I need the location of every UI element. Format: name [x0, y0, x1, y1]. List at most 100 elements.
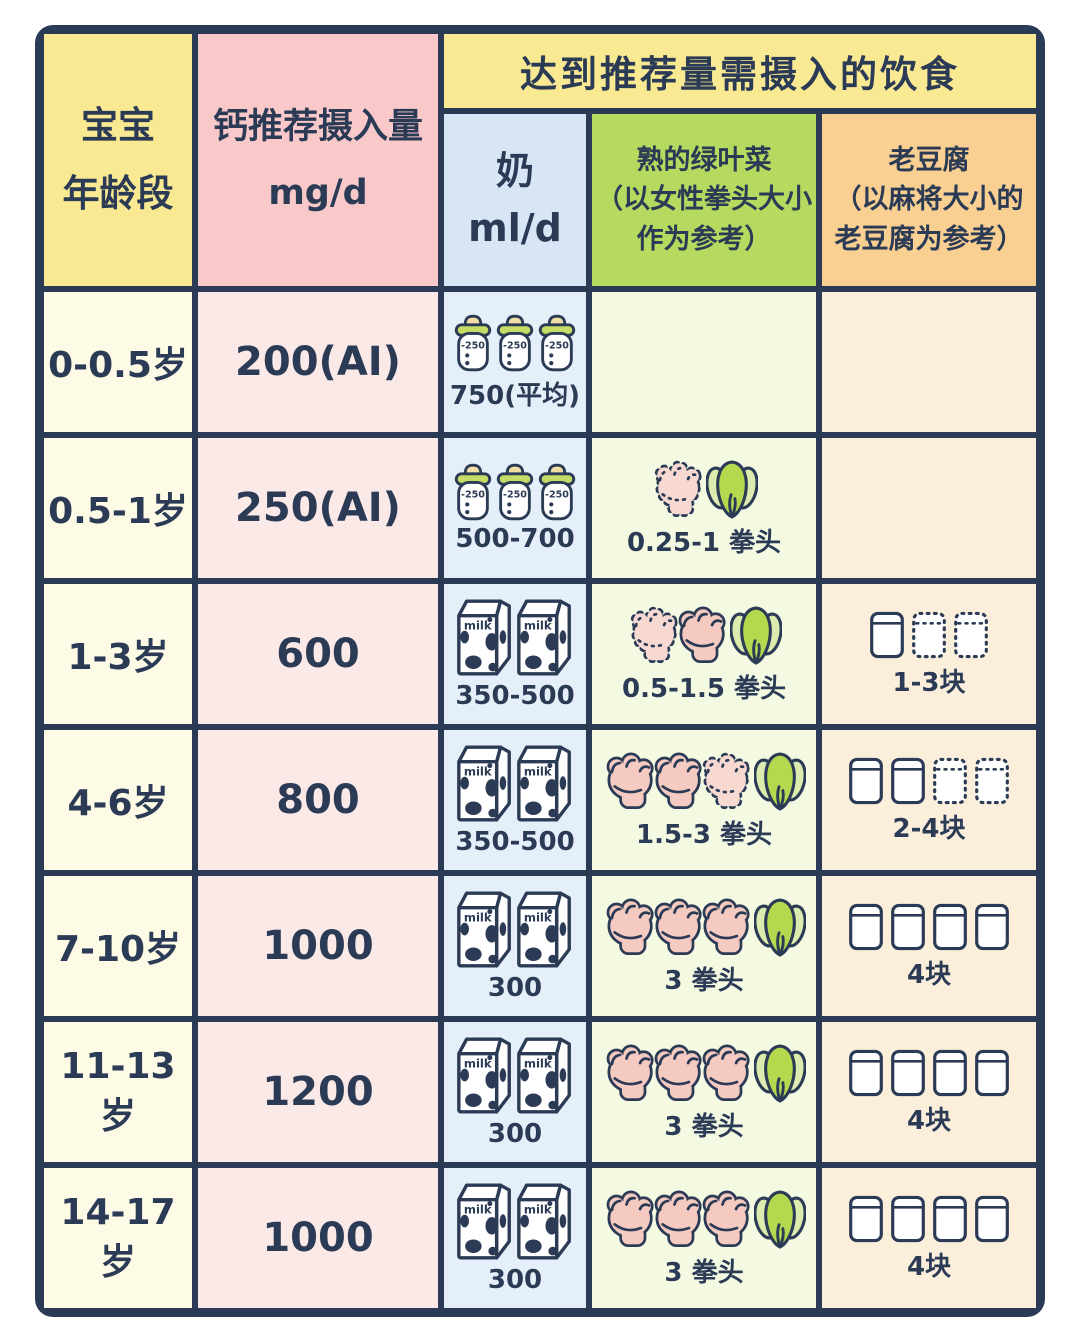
calcium-cell: 1200	[198, 1022, 438, 1162]
fist-icon	[702, 898, 750, 955]
greens-icons	[606, 896, 806, 958]
milk-amount-label: 500-700	[455, 524, 575, 554]
tofu-cell: 1-3块	[822, 584, 1036, 724]
header-milk-column: 奶 ml/d	[444, 114, 586, 286]
milk-icons: milk milk	[455, 1181, 575, 1263]
milk-cell: milk milk 300	[444, 1022, 586, 1162]
tofu-block-dashed-icon	[975, 757, 1009, 804]
lettuce-icon	[705, 459, 758, 519]
fist-dashed-icon	[630, 606, 678, 663]
tofu-icons	[866, 610, 992, 660]
lettuce-icon	[729, 605, 782, 665]
header-greens-line1: 熟的绿叶菜	[636, 145, 772, 177]
svg-text:milk: milk	[524, 1202, 552, 1216]
header-tofu-line2: （以麻将大小的	[834, 184, 1024, 216]
header-milk-unit: ml/d	[468, 206, 562, 250]
tofu-cell	[822, 438, 1036, 578]
milk-amount-label: 300	[487, 1119, 543, 1149]
header-milk-line1: 奶	[495, 149, 534, 193]
milk-cell: -250 -250 -250 750(平均)	[444, 292, 586, 432]
header-age-line2: 年龄段	[62, 172, 174, 215]
baby-bottle-icon: -250	[538, 314, 576, 371]
greens-cell: 0.5-1.5 拳头	[592, 584, 816, 724]
greens-amount-label: 3 拳头	[664, 1111, 744, 1142]
tofu-block-icon	[849, 903, 883, 950]
tofu-block-icon	[849, 1049, 883, 1096]
svg-text:milk: milk	[524, 910, 552, 924]
milk-amount-label: 750(平均)	[449, 380, 581, 411]
tofu-block-icon	[933, 1195, 967, 1242]
tofu-amount-label: 1-3块	[892, 667, 966, 698]
svg-text:milk: milk	[524, 618, 552, 632]
calcium-cell: 1000	[198, 1168, 438, 1308]
greens-icons	[606, 1042, 806, 1104]
calcium-cell: 600	[198, 584, 438, 724]
svg-text:milk: milk	[464, 910, 492, 924]
tofu-block-dashed-icon	[954, 611, 988, 658]
svg-text:-250: -250	[545, 490, 569, 501]
milk-carton-icon: milk	[457, 891, 511, 968]
milk-amount-label: 350-500	[455, 827, 575, 857]
milk-icons: milk milk	[455, 743, 575, 825]
greens-amount-label: 1.5-3 拳头	[636, 819, 772, 850]
greens-cell: 3 拳头	[592, 1022, 816, 1162]
calcium-cell: 200(AI)	[198, 292, 438, 432]
tofu-cell	[822, 292, 1036, 432]
header-greens-line3: 作为参考）	[636, 223, 772, 255]
header-greens-line2: （以女性拳头大小	[596, 184, 812, 216]
milk-carton-icon: milk	[517, 1037, 571, 1114]
tofu-block-dashed-icon	[933, 757, 967, 804]
tofu-block-icon	[849, 757, 883, 804]
greens-icons	[606, 750, 806, 812]
fist-icon	[654, 1190, 702, 1247]
fist-icon	[654, 1044, 702, 1101]
calcium-intake-table: 宝宝 年龄段 钙推荐摄入量 mg/d 达到推荐量需摄入的饮食 奶 ml/d 熟的…	[35, 25, 1045, 1317]
milk-cell: milk milk 300	[444, 876, 586, 1016]
header-age-column: 宝宝 年龄段	[44, 34, 192, 286]
calcium-cell: 800	[198, 730, 438, 870]
milk-amount-label: 300	[487, 973, 543, 1003]
greens-amount-label: 0.5-1.5 拳头	[622, 673, 786, 704]
fist-icon	[702, 1190, 750, 1247]
fist-dashed-icon	[654, 460, 702, 517]
milk-carton-icon: milk	[457, 599, 511, 676]
tofu-icons	[845, 1048, 1013, 1098]
lettuce-icon	[753, 897, 806, 957]
milk-carton-icon: milk	[517, 599, 571, 676]
header-calcium-unit: mg/d	[268, 173, 368, 213]
age-cell: 7-10岁	[44, 876, 192, 1016]
svg-text:-250: -250	[503, 490, 527, 501]
header-calcium-line1: 钙推荐摄入量	[212, 106, 423, 147]
greens-icons	[606, 1188, 806, 1250]
milk-carton-icon: milk	[517, 745, 571, 822]
milk-carton-icon: milk	[457, 1037, 511, 1114]
greens-cell: 0.25-1 拳头	[592, 438, 816, 578]
svg-text:-250: -250	[503, 340, 527, 351]
fist-icon	[606, 1190, 654, 1247]
milk-icons: -250 -250 -250	[452, 462, 578, 522]
tofu-block-icon	[975, 1049, 1009, 1096]
tofu-block-icon	[870, 611, 904, 658]
tofu-amount-label: 4块	[906, 959, 952, 990]
svg-text:milk: milk	[464, 764, 492, 778]
milk-cell: -250 -250 -250 500-700	[444, 438, 586, 578]
svg-text:milk: milk	[464, 1056, 492, 1070]
header-tofu-column: 老豆腐 （以麻将大小的 老豆腐为参考）	[822, 114, 1036, 286]
header-tofu-line3: 老豆腐为参考）	[834, 223, 1024, 255]
baby-bottle-icon: -250	[496, 314, 534, 371]
fist-icon	[654, 898, 702, 955]
tofu-icons	[845, 756, 1013, 806]
tofu-block-icon	[975, 1195, 1009, 1242]
fist-icon	[678, 606, 726, 663]
greens-amount-label: 0.25-1 拳头	[626, 527, 782, 558]
tofu-block-dashed-icon	[912, 611, 946, 658]
greens-cell: 3 拳头	[592, 876, 816, 1016]
tofu-icons	[845, 1194, 1013, 1244]
tofu-cell: 4块	[822, 1168, 1036, 1308]
fist-icon	[606, 898, 654, 955]
calcium-cell: 1000	[198, 876, 438, 1016]
svg-text:-250: -250	[461, 490, 485, 501]
tofu-amount-label: 2-4块	[892, 813, 966, 844]
baby-bottle-icon: -250	[496, 463, 534, 521]
